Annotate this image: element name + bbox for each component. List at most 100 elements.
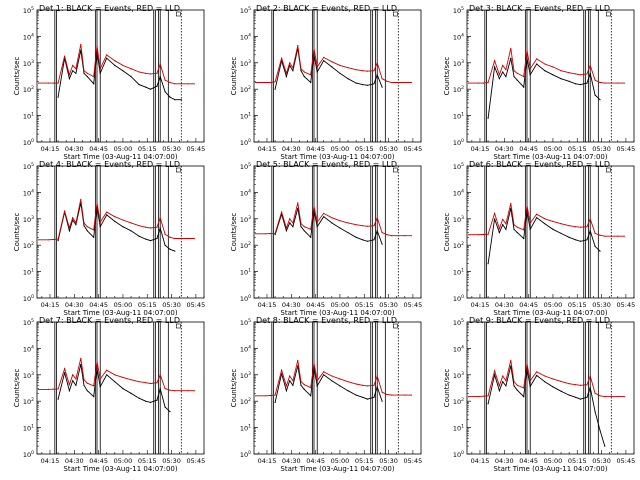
series-red-point: [347, 67, 349, 69]
x-tick-label: 04:30: [495, 457, 514, 465]
y-tick-label: 101: [453, 424, 464, 433]
series-black-point: [568, 80, 570, 82]
series-red-point: [366, 70, 369, 72]
panel-det-3: Det 3: BLACK = Events, RED = LLD 100 101 10…: [443, 4, 635, 161]
y-tick-label: 100: [23, 294, 34, 303]
series-black-point: [586, 239, 588, 241]
x-tick-label: 05:15: [568, 301, 587, 309]
x-tick-label: 05:00: [331, 145, 350, 153]
series-red-point: [623, 235, 625, 237]
series-black-point: [498, 232, 500, 234]
x-tick-label: 05:00: [544, 145, 563, 153]
series-red-point: [130, 68, 132, 70]
series-red-point: [366, 385, 369, 387]
series-black-point: [83, 225, 85, 227]
series-red-point: [386, 234, 388, 236]
series-black-point: [83, 72, 85, 74]
series-red-point: [594, 79, 596, 81]
series-black-point: [579, 84, 582, 86]
series-red-point: [96, 45, 98, 47]
series-black-point: [487, 403, 489, 405]
series-red-point: [316, 66, 318, 68]
series-black-point: [552, 74, 554, 76]
plot-frame: [466, 321, 635, 455]
series-red-point: [505, 380, 507, 382]
series-black-point: [594, 94, 596, 96]
x-tick-label: 05:45: [187, 457, 206, 465]
series-black-line: [57, 50, 182, 101]
x-tick-label: 04:30: [282, 457, 301, 465]
x-tick-label: 05:00: [114, 145, 133, 153]
y-tick-label: 100: [240, 138, 251, 147]
series-black-point: [599, 250, 601, 252]
series-black-point: [122, 70, 124, 72]
series-red-point: [164, 79, 166, 81]
x-tick-label: 05:00: [544, 301, 563, 309]
series-black-point: [75, 72, 77, 74]
panel-title: Det 5: BLACK = Events, RED = LLD: [256, 160, 397, 169]
series-red-point: [114, 216, 116, 218]
series-black-point: [303, 388, 305, 390]
series-black-point: [552, 228, 554, 230]
series-black-point: [68, 78, 70, 80]
series-red-point: [586, 384, 588, 386]
series-black-point: [323, 60, 325, 62]
series-black-point: [331, 222, 333, 224]
x-tick-label: 04:45: [519, 145, 538, 153]
series-black-point: [487, 263, 489, 265]
series-black-point: [339, 72, 341, 74]
series-red-point: [366, 225, 369, 227]
x-axis-label: Start Time (03-Aug-11 04:07:00): [63, 153, 177, 161]
series-red-point: [303, 226, 305, 228]
series-red-point: [174, 83, 176, 85]
series-red-point: [193, 390, 195, 392]
x-tick-label: 04:30: [495, 301, 514, 309]
series-black-point: [300, 226, 302, 228]
series-black-point: [75, 384, 77, 386]
series-red-point: [575, 73, 577, 75]
series-black-point: [114, 220, 116, 222]
series-black-point: [169, 248, 171, 250]
series-red-point: [604, 235, 606, 237]
x-tick-label: 04:45: [306, 145, 325, 153]
series-red-point: [164, 388, 166, 390]
series-black-point: [310, 81, 312, 84]
series-black-point: [347, 78, 349, 80]
series-red-line: [38, 358, 195, 392]
x-tick-label: 04:45: [89, 457, 108, 465]
panel-title: Det 1: BLACK = Events, RED = LLD: [39, 4, 180, 13]
series-black-point: [164, 91, 166, 93]
series-black-point: [536, 374, 538, 376]
series-black-point: [64, 372, 66, 374]
y-axis-label: Counts/sec: [230, 369, 238, 408]
series-red-point: [589, 375, 591, 377]
series-red-line: [255, 45, 412, 83]
series-black-point: [544, 381, 546, 383]
series-red-point: [292, 67, 294, 69]
series-red-point: [269, 81, 271, 84]
series-red-point: [381, 232, 383, 234]
series-red-point: [180, 83, 182, 85]
series-red-point: [285, 385, 287, 387]
series-black-point: [552, 386, 554, 388]
series-red-point: [505, 223, 507, 225]
x-tick-label: 05:45: [187, 301, 206, 309]
series-red-point: [355, 224, 357, 226]
plot-frame: [36, 9, 205, 143]
y-axis-label: Counts/sec: [443, 213, 451, 252]
series-red-line: [468, 48, 625, 84]
series-red-point: [362, 384, 364, 386]
series-red-point: [579, 384, 582, 386]
plot-frame: [36, 321, 205, 455]
x-axis-label: Start Time (03-Aug-11 04:07:00): [493, 465, 607, 473]
series-red-point: [106, 54, 108, 56]
series-black-point: [536, 63, 538, 65]
panel-det-8: Det 8: BLACK = Events, RED = LLD 100 101 10…: [230, 316, 422, 473]
series-red-point: [410, 235, 412, 237]
series-black-point: [494, 218, 496, 220]
series-black-point: [180, 99, 182, 101]
series-red-point: [604, 82, 606, 84]
series-black-point: [529, 385, 531, 388]
series-red-point: [513, 224, 515, 226]
series-black-point: [568, 394, 570, 396]
